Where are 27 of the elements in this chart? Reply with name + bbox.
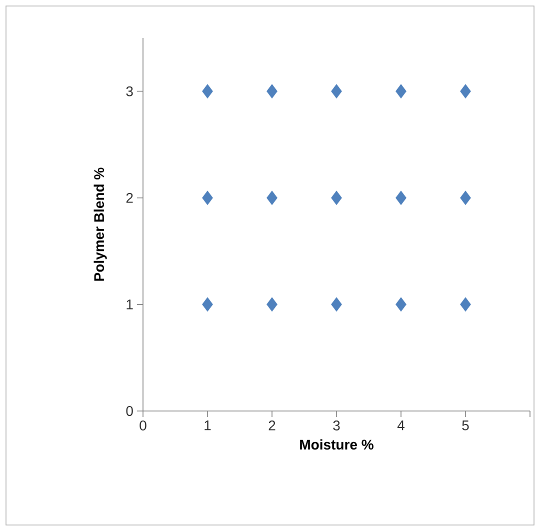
x-tick-label: 1	[204, 420, 211, 430]
x-tick-label: 5	[462, 420, 469, 430]
point	[266, 84, 278, 98]
point	[460, 84, 471, 98]
point	[266, 190, 278, 206]
y-axis-title: Polymer Blend %	[94, 168, 107, 281]
point	[202, 84, 213, 98]
point	[331, 84, 342, 98]
x-tick-label: 2	[268, 420, 276, 430]
y-tick-label: 2	[126, 192, 133, 203]
x-axis-title: Moisture %	[300, 439, 374, 450]
x-tick-label: 0	[140, 420, 146, 430]
point	[202, 297, 213, 312]
x-tick-label: 3	[333, 420, 340, 430]
x-tick-label: 4	[397, 420, 404, 430]
point	[460, 297, 471, 312]
point	[331, 297, 342, 312]
point	[396, 297, 406, 312]
point	[331, 190, 342, 206]
point	[396, 84, 406, 98]
point	[202, 190, 213, 206]
point	[460, 190, 471, 206]
y-tick-label: 0	[126, 406, 133, 416]
y-tick-label: 3	[126, 86, 133, 96]
point	[266, 297, 278, 312]
point	[396, 190, 406, 206]
y-tick-label: 1	[126, 300, 133, 310]
